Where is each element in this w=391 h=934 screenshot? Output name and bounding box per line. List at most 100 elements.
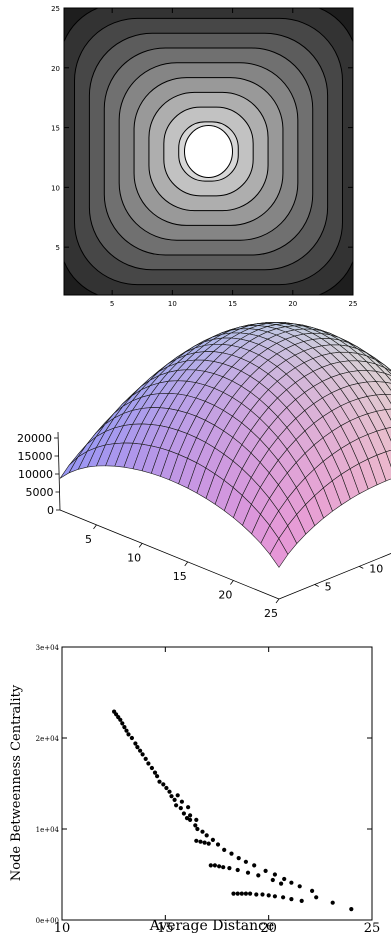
scatter-point (314, 895, 319, 900)
scatter-x-label: Average Distance (149, 918, 274, 934)
surface-x-tick (138, 543, 143, 548)
scatter-point (256, 873, 261, 878)
scatter-point (289, 897, 294, 902)
scatter-x-tick-label: 15 (157, 921, 174, 934)
scatter-point (272, 894, 277, 899)
scatter-point (138, 748, 143, 753)
surface-z-tick-label: 20000 (17, 432, 52, 445)
scatter-point (235, 867, 240, 873)
scatter-point (270, 877, 275, 883)
contour-x-ticks: 5 10 15 20 25 (110, 8, 358, 308)
scatter-point (188, 817, 193, 823)
scatter-x-ticks: 10 15 20 25 (54, 647, 380, 934)
scatter-point (243, 859, 248, 864)
scatter-y-tick-label: 2e+04 (36, 735, 60, 743)
surface-plot: 51015202551015202505000100001500020000 (17, 322, 391, 620)
scatter-point (239, 891, 244, 896)
scatter-point (184, 816, 190, 821)
scatter-point (243, 891, 248, 896)
scatter-point (206, 841, 211, 846)
scatter-point (272, 872, 277, 877)
scatter-point (260, 892, 265, 897)
scatter-point (118, 717, 123, 722)
scatter-y-tick-label: 0e+00 (36, 917, 59, 925)
surface-y-tick (314, 584, 319, 587)
scatter-x-tick-label: 10 (54, 921, 71, 934)
scatter-point (245, 870, 251, 875)
scatter-point (143, 756, 148, 762)
surface-z-tick-label: 10000 (18, 468, 53, 481)
scatter-plot: 10 15 20 25 0e+00 1e+04 2e+04 3e+04 Average Di… (9, 644, 380, 934)
scatter-point (330, 900, 335, 905)
scatter-y-tick-label: 3e+04 (36, 644, 60, 652)
surface-y-tick-label: 5 (325, 581, 332, 594)
scatter-point (146, 761, 151, 766)
contour-plot: 5 10 15 20 25 5 10 15 20 25 (51, 5, 358, 308)
scatter-point (263, 868, 268, 874)
scatter-point (198, 839, 203, 844)
scatter-point (140, 752, 145, 757)
surface-x-tick-label: 15 (173, 570, 187, 583)
scatter-point (202, 840, 207, 845)
scatter-y-ticks: 0e+00 1e+04 2e+04 3e+04 (36, 644, 372, 925)
scatter-point (169, 794, 174, 799)
contour-fills (64, 8, 353, 295)
contour-y-tick-label: 5 (56, 244, 60, 252)
scatter-point (289, 880, 294, 885)
scatter-point (188, 813, 193, 818)
scatter-point (149, 765, 154, 771)
contour-x-tick-label: 20 (288, 300, 297, 308)
surface-y-tick (359, 566, 364, 569)
surface-x-tick-label: 10 (127, 551, 141, 564)
contour-frame (63, 7, 354, 296)
scatter-point (172, 797, 177, 803)
scatter-point (221, 865, 226, 870)
scatter-point (215, 842, 221, 847)
surface-y-tick-label: 10 (369, 562, 383, 575)
surface-x-tick-label: 20 (218, 588, 232, 601)
scatter-point (208, 863, 213, 868)
scatter-point (194, 817, 199, 823)
scatter-point (195, 826, 200, 832)
scatter-point (122, 725, 127, 730)
surface-z-tick-label: 5000 (26, 486, 54, 499)
surface-cell (269, 537, 289, 568)
scatter-point (204, 833, 209, 838)
scatter-point (236, 856, 241, 861)
scatter-point (349, 907, 354, 912)
scatter-point (248, 891, 253, 896)
scatter-point (281, 895, 286, 900)
scatter-point (135, 745, 140, 750)
contour-x-tick-label: 10 (168, 300, 177, 308)
scatter-point (167, 789, 172, 794)
surface-z-tick-label: 0 (47, 504, 54, 517)
scatter-point (212, 863, 217, 868)
surface-x-tick (184, 561, 189, 567)
scatter-x-tick-label: 20 (260, 921, 277, 934)
scatter-y-tick-label: 1e+04 (36, 826, 60, 834)
scatter-points (112, 709, 354, 912)
scatter-point (279, 881, 284, 886)
contour-y-tick-label: 15 (51, 125, 60, 133)
scatter-point (178, 806, 183, 811)
scatter-point (310, 888, 315, 894)
contour-y-tick-label: 10 (51, 184, 60, 192)
scatter-point (227, 866, 232, 871)
contour-y-tick-label: 20 (51, 65, 60, 73)
scatter-point (299, 898, 304, 904)
surface-x-tick (275, 598, 280, 604)
surface-x-tick (230, 580, 234, 585)
contour-center (184, 125, 233, 178)
surface-z-tick-label: 15000 (18, 450, 53, 463)
contour-x-tick-label: 25 (349, 300, 358, 308)
scatter-point (231, 891, 236, 896)
scatter-point (217, 864, 222, 869)
scatter-point (282, 876, 287, 882)
scatter-point (194, 838, 199, 843)
contour-y-tick-label: 25 (51, 5, 60, 13)
scatter-point (200, 829, 205, 834)
contour-x-tick-label: 15 (228, 300, 237, 308)
scatter-point (155, 774, 160, 779)
scatter-point (179, 799, 184, 804)
surface-x-tick (93, 524, 97, 530)
